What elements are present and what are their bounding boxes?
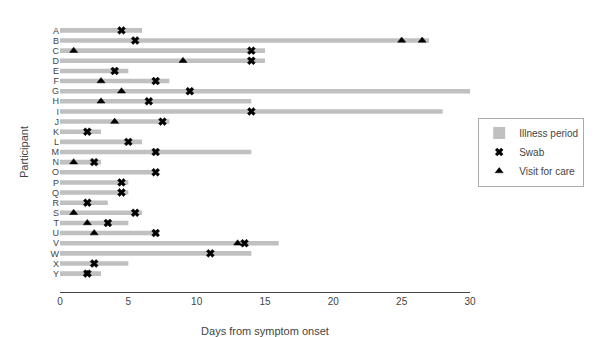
- svg-text:25: 25: [396, 296, 408, 307]
- svg-text:M: M: [52, 147, 60, 157]
- svg-text:Q: Q: [52, 188, 59, 198]
- svg-text:R: R: [53, 198, 60, 208]
- svg-text:W: W: [51, 249, 60, 259]
- svg-text:N: N: [53, 157, 60, 167]
- svg-text:A: A: [53, 26, 59, 36]
- svg-text:K: K: [53, 127, 59, 137]
- svg-text:30: 30: [464, 296, 476, 307]
- svg-text:10: 10: [191, 296, 203, 307]
- svg-text:Illness period: Illness period: [519, 128, 578, 139]
- svg-text:E: E: [53, 66, 59, 76]
- svg-text:L: L: [54, 137, 59, 147]
- svg-text:Visit for care: Visit for care: [519, 166, 575, 177]
- svg-text:Days from symptom onset: Days from symptom onset: [201, 325, 329, 337]
- svg-text:D: D: [53, 56, 60, 66]
- svg-text:T: T: [54, 218, 60, 228]
- svg-text:I: I: [56, 107, 59, 117]
- svg-text:5: 5: [126, 296, 132, 307]
- svg-text:B: B: [53, 36, 59, 46]
- svg-text:U: U: [53, 228, 60, 238]
- svg-text:20: 20: [328, 296, 340, 307]
- svg-text:X: X: [53, 259, 59, 269]
- svg-text:H: H: [53, 96, 60, 106]
- svg-text:Y: Y: [53, 269, 59, 279]
- svg-text:0: 0: [57, 296, 63, 307]
- svg-text:G: G: [52, 86, 59, 96]
- svg-text:Participant: Participant: [18, 126, 30, 178]
- svg-text:C: C: [53, 46, 60, 56]
- svg-text:15: 15: [259, 296, 271, 307]
- svg-text:S: S: [53, 208, 59, 218]
- svg-text:Swab: Swab: [519, 147, 544, 158]
- svg-text:O: O: [52, 167, 59, 177]
- svg-text:V: V: [53, 238, 59, 248]
- svg-text:J: J: [55, 117, 60, 127]
- svg-text:P: P: [53, 178, 59, 188]
- svg-text:F: F: [54, 76, 60, 86]
